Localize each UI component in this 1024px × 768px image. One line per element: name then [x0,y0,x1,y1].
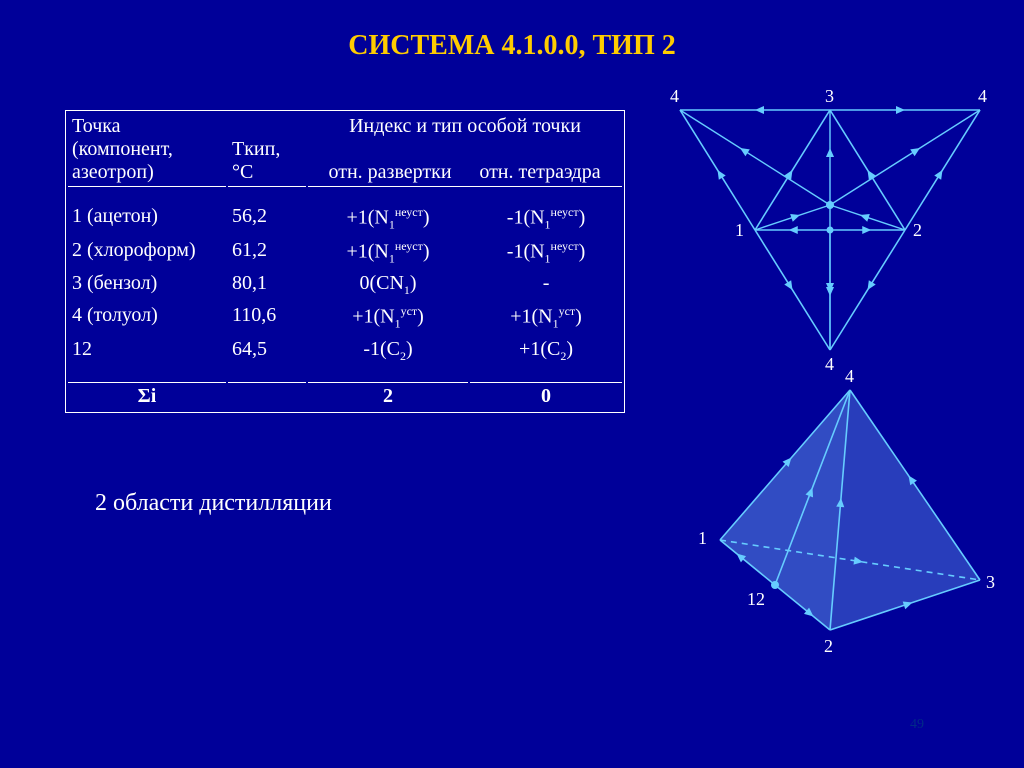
diagram-label: 12 [747,589,765,610]
diagram-label: 4 [845,366,854,387]
sum-label: Σi [138,385,157,407]
tetrahedron-diagram: 412312 [660,370,1000,670]
hdr-c2: Tкип, °C [232,138,280,183]
sum-c3: 2 [383,385,393,407]
sum-c4: 0 [541,385,551,407]
diagram-label: 3 [825,86,834,107]
diagram-label: 1 [698,528,707,549]
diagram-label: 4 [978,86,987,107]
diagram-label: 2 [913,220,922,241]
table-row: 2 (хлороформ)61,2+1(N1неуст)-1(N1неуст) [68,237,622,269]
net-diagram: 434124 [660,80,1000,360]
hdr-c1a: Точка [72,115,121,137]
distillation-note: 2 области дистилляции [95,490,332,517]
hdr-c4: отн. тетраэдра [465,161,615,184]
table-row: 4 (толуол)110,6+1(N1уст)+1(N1уст) [68,302,622,334]
hdr-merged: Индекс и тип особой точки [349,115,581,137]
table-row: 1 (ацетон)56,2+1(N1неуст)-1(N1неуст) [68,203,622,235]
table-row: 3 (бензол)80,10(CN1)- [68,270,622,300]
hdr-c1b: (компонент, [72,138,173,160]
data-table: Точка (компонент, азеотроп) Tкип, °C Инд… [65,110,625,413]
diagram-label: 1 [735,220,744,241]
diagram-label: 2 [824,636,833,657]
diagram-label: 4 [670,86,679,107]
diagram-label: 3 [986,572,995,593]
page-number: 49 [910,717,924,733]
hdr-c3: отн. развертки [315,161,465,184]
page-title: СИСТЕМА 4.1.0.0, ТИП 2 [0,30,1024,62]
table-row: 1264,5-1(C2)+1(C2) [68,336,622,366]
hdr-c1c: азеотроп) [72,161,154,183]
